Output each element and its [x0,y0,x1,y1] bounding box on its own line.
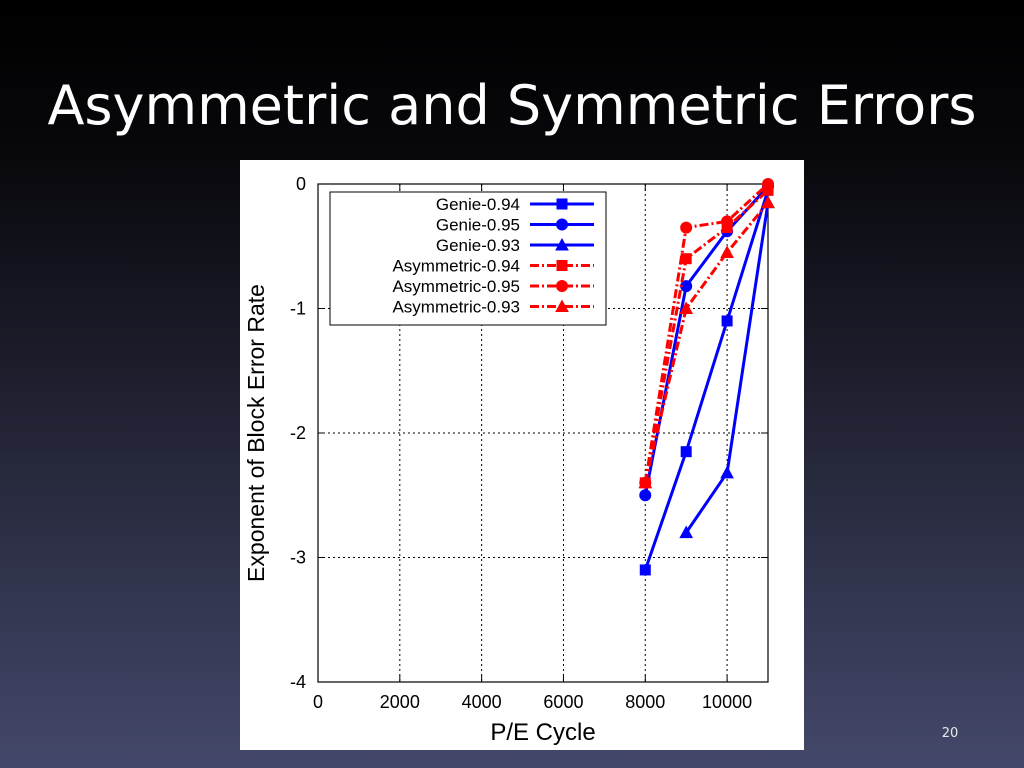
legend-marker-5 [555,299,569,312]
data-point-5-3 [761,195,775,209]
x-tick-label-1: 2000 [380,692,420,712]
data-point-0-1 [680,446,692,458]
x-tick-label-4: 8000 [625,692,665,712]
data-point-4-1 [680,221,693,234]
legend-marker-3 [556,260,568,271]
series-Asymmetric-0.93 [638,195,775,489]
legend-entry-5: Asymmetric-0.93 [392,298,594,317]
data-point-0-2 [721,315,733,327]
series-Genie-0.94 [639,184,774,576]
legend-label-5: Asymmetric-0.93 [392,298,520,317]
legend-entry-1: Genie-0.95 [436,216,594,235]
x-tick-label-5: 10000 [702,692,752,712]
series-line-3 [643,189,770,484]
data-point-2-1 [720,465,734,479]
y-tick-label-2: -2 [290,423,306,443]
data-point-5-0 [638,475,653,489]
x-axis-label: P/E Cycle [490,719,595,746]
data-point-0-0 [639,564,651,576]
slide-title: Asymmetric and Symmetric Errors [47,74,977,137]
y-axis-label: Exponent of Block Error Rate [243,284,269,582]
data-point-5-1 [679,301,694,314]
x-tick-label-2: 4000 [462,692,502,712]
y-tick-label-1: -1 [290,299,306,319]
y-tick-label-3: -3 [290,548,306,568]
legend-marker-1 [556,218,568,231]
series-line-5 [643,201,770,484]
series-line-4 [643,182,770,484]
x-tick-label-0: 0 [313,692,323,712]
legend-marker-2 [555,237,569,251]
chart-panel: 0 2000 4000 6000 8000 10000 0 -1 -2 -3 -4 P/E Cycle… [240,160,804,750]
legend-label-1: Genie-0.95 [436,216,520,235]
axes: 0 2000 4000 6000 8000 10000 0 -1 -2 -3 -4 P/E Cycle… [243,174,769,746]
data-point-5-2 [720,245,734,258]
series-lines [638,178,775,576]
data-point-2-0 [679,525,694,539]
legend-label-0: Genie-0.94 [436,195,520,214]
line-chart: 0 2000 4000 6000 8000 10000 0 -1 -2 -3 -4 P/E Cycle… [243,174,775,746]
series-Genie-0.95 [639,180,774,502]
data-point-4-2 [721,215,734,228]
data-point-1-0 [639,489,652,502]
page-number: 20 [941,726,959,741]
legend-label-2: Genie-0.93 [436,236,520,255]
legend-label-4: Asymmetric-0.95 [392,277,520,296]
legend-entry-0: Genie-0.94 [436,195,594,214]
legend-entry-2: Genie-0.93 [436,236,594,255]
legend-entry-3: Asymmetric-0.94 [392,257,594,276]
series-Asymmetric-0.94 [639,184,774,489]
series-line-1 [643,185,770,496]
series-Asymmetric-0.95 [639,178,774,489]
legend-box [329,191,607,326]
y-tick-label-4: -4 [290,672,306,692]
data-point-4-3 [762,178,774,190]
legend-entry-4: Asymmetric-0.95 [392,277,594,296]
series-line-0 [643,189,770,571]
legend-marker-0 [556,198,568,210]
y-tick-label-0: 0 [296,174,306,194]
legend-label-3: Asymmetric-0.94 [392,257,520,276]
legend-marker-4 [556,280,568,292]
x-tick-label-3: 6000 [543,692,583,712]
